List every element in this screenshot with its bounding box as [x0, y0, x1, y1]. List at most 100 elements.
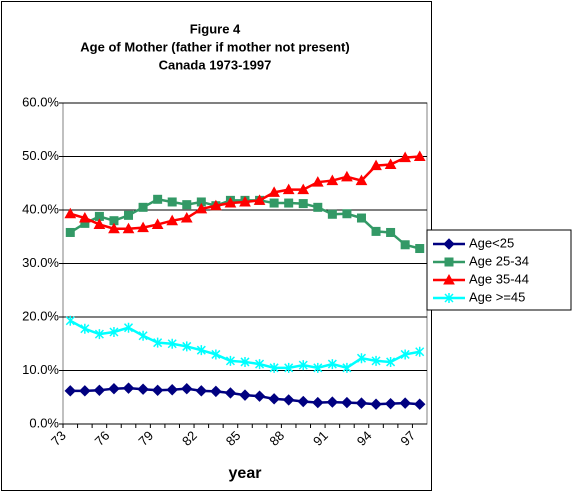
marker — [371, 226, 381, 236]
marker — [356, 213, 366, 223]
marker — [284, 198, 294, 208]
marker — [167, 338, 177, 349]
marker — [414, 398, 426, 410]
marker — [138, 330, 148, 341]
marker — [399, 151, 412, 163]
marker — [327, 209, 337, 219]
marker — [151, 384, 164, 397]
marker — [370, 398, 382, 410]
marker — [123, 322, 134, 333]
marker — [210, 199, 222, 211]
marker — [297, 395, 309, 408]
marker — [282, 394, 295, 406]
marker — [413, 150, 426, 161]
marker — [384, 158, 397, 170]
legend-label: Age 35-44 — [469, 271, 529, 286]
marker — [124, 210, 134, 220]
marker — [137, 383, 149, 395]
marker — [312, 396, 324, 409]
marker — [371, 355, 381, 366]
marker — [400, 349, 410, 360]
marker — [341, 170, 353, 182]
marker — [138, 202, 148, 212]
marker — [415, 244, 425, 254]
marker — [326, 396, 339, 408]
y-tick-label: 40.0% — [22, 201, 59, 216]
marker — [211, 349, 221, 360]
marker — [370, 159, 382, 171]
marker — [269, 198, 279, 208]
marker — [313, 202, 323, 212]
marker — [108, 222, 120, 234]
marker — [311, 176, 324, 187]
marker — [400, 240, 410, 250]
marker — [298, 199, 308, 209]
legend-label: Age<25 — [469, 235, 514, 250]
marker — [284, 362, 294, 373]
marker — [255, 359, 265, 370]
marker — [384, 397, 397, 410]
marker — [415, 346, 425, 357]
marker — [341, 396, 353, 409]
marker — [182, 200, 192, 210]
legend-label: Age >=45 — [469, 289, 525, 304]
marker — [355, 174, 368, 186]
marker — [196, 345, 206, 356]
marker — [93, 218, 106, 229]
y-tick-label: 20.0% — [22, 308, 59, 323]
marker — [298, 360, 308, 371]
marker — [253, 390, 266, 402]
marker — [94, 329, 104, 340]
marker — [195, 385, 208, 397]
marker — [268, 393, 280, 405]
marker — [326, 174, 339, 186]
marker — [182, 341, 192, 352]
marker — [355, 397, 368, 409]
marker — [269, 362, 279, 373]
marker — [356, 353, 367, 364]
marker — [239, 195, 251, 207]
marker — [342, 209, 352, 219]
y-tick-label: 10.0% — [22, 362, 59, 377]
marker — [108, 382, 120, 395]
y-tick-label: 0.0% — [29, 415, 59, 430]
marker — [151, 218, 164, 229]
marker — [444, 293, 454, 303]
marker — [327, 359, 337, 370]
marker — [399, 397, 411, 409]
marker — [166, 214, 179, 226]
marker — [65, 227, 75, 237]
marker — [225, 355, 235, 366]
chart-title: Age of Mother (father if mother not pres… — [80, 39, 349, 54]
marker — [181, 382, 193, 395]
chart-title: Figure 4 — [190, 21, 241, 36]
marker — [195, 202, 208, 214]
marker — [443, 238, 455, 250]
marker — [297, 183, 310, 195]
marker — [282, 183, 295, 195]
marker — [253, 194, 266, 205]
marker — [210, 385, 222, 398]
marker — [137, 221, 149, 233]
marker — [64, 385, 76, 397]
y-tick-label: 30.0% — [22, 255, 59, 270]
marker — [224, 197, 237, 208]
marker — [65, 315, 75, 326]
marker — [240, 356, 250, 367]
legend-label: Age 25-34 — [469, 253, 529, 268]
marker — [79, 385, 91, 397]
marker — [386, 227, 396, 237]
marker — [122, 382, 135, 394]
marker — [93, 384, 106, 397]
marker — [342, 362, 352, 373]
marker — [153, 337, 163, 348]
marker — [122, 222, 135, 234]
y-tick-label: 60.0% — [22, 94, 59, 109]
marker — [313, 362, 323, 373]
marker — [443, 273, 455, 285]
marker — [64, 207, 77, 219]
chart-title: Canada 1973-1997 — [159, 57, 272, 72]
marker — [153, 194, 163, 204]
marker — [166, 384, 178, 396]
